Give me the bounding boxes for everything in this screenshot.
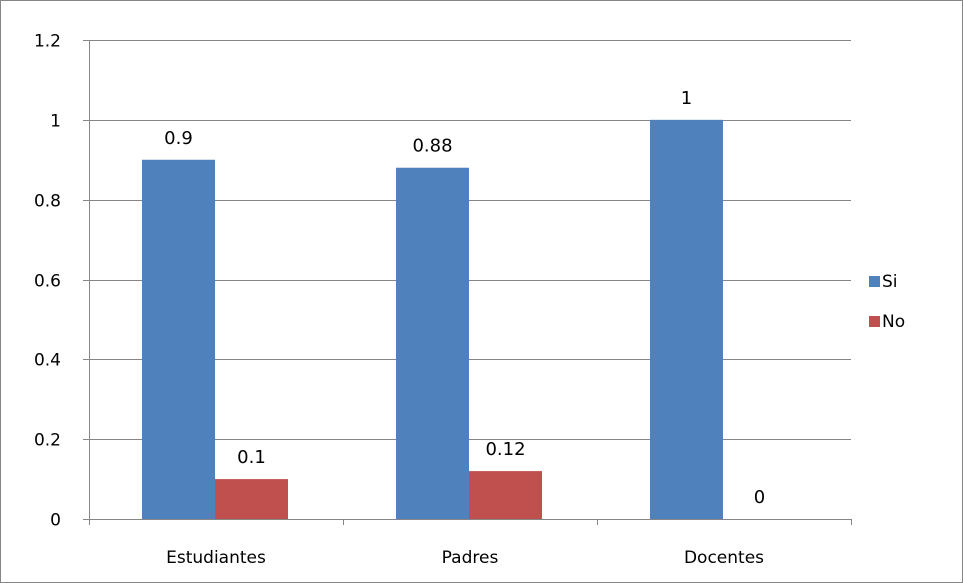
bar-no-padres [469, 471, 542, 519]
y-tick-label: 1 [50, 112, 61, 132]
y-tick-label: 0.6 [34, 272, 61, 292]
bar-si-docentes [650, 119, 723, 519]
legend: Si No [869, 272, 905, 332]
bar-no-estudiantes [215, 479, 288, 519]
x-tick-label: Padres [442, 548, 499, 568]
y-tick-label: 1.2 [34, 32, 61, 52]
data-label: 0.9 [164, 128, 193, 149]
y-tick-label: 0.4 [34, 351, 61, 371]
data-label: 0.12 [485, 439, 525, 460]
data-labels: 0.9 0.88 1 0.1 0.12 0 [164, 88, 765, 508]
legend-label-si: Si [882, 272, 898, 292]
gridlines [89, 40, 851, 440]
x-tick-label: Estudiantes [166, 548, 266, 568]
legend-swatch-si [869, 276, 880, 287]
bar-si-padres [396, 167, 469, 519]
data-label: 1 [681, 88, 692, 109]
y-tick-label: 0 [50, 511, 61, 531]
bars [142, 119, 723, 519]
y-tick-label: 0.2 [34, 431, 61, 451]
x-tick-label: Docentes [684, 548, 764, 568]
data-label: 0.1 [237, 447, 266, 468]
bar-si-estudiantes [142, 159, 215, 519]
data-label: 0.88 [412, 136, 452, 157]
axes: 0 0.2 0.4 0.6 0.8 1 1.2 Estudiantes Padres Docent… [34, 32, 852, 568]
legend-swatch-no [869, 316, 880, 327]
data-label: 0 [754, 487, 765, 508]
y-tick-label: 0.8 [34, 192, 61, 212]
legend-label-no: No [882, 312, 905, 332]
